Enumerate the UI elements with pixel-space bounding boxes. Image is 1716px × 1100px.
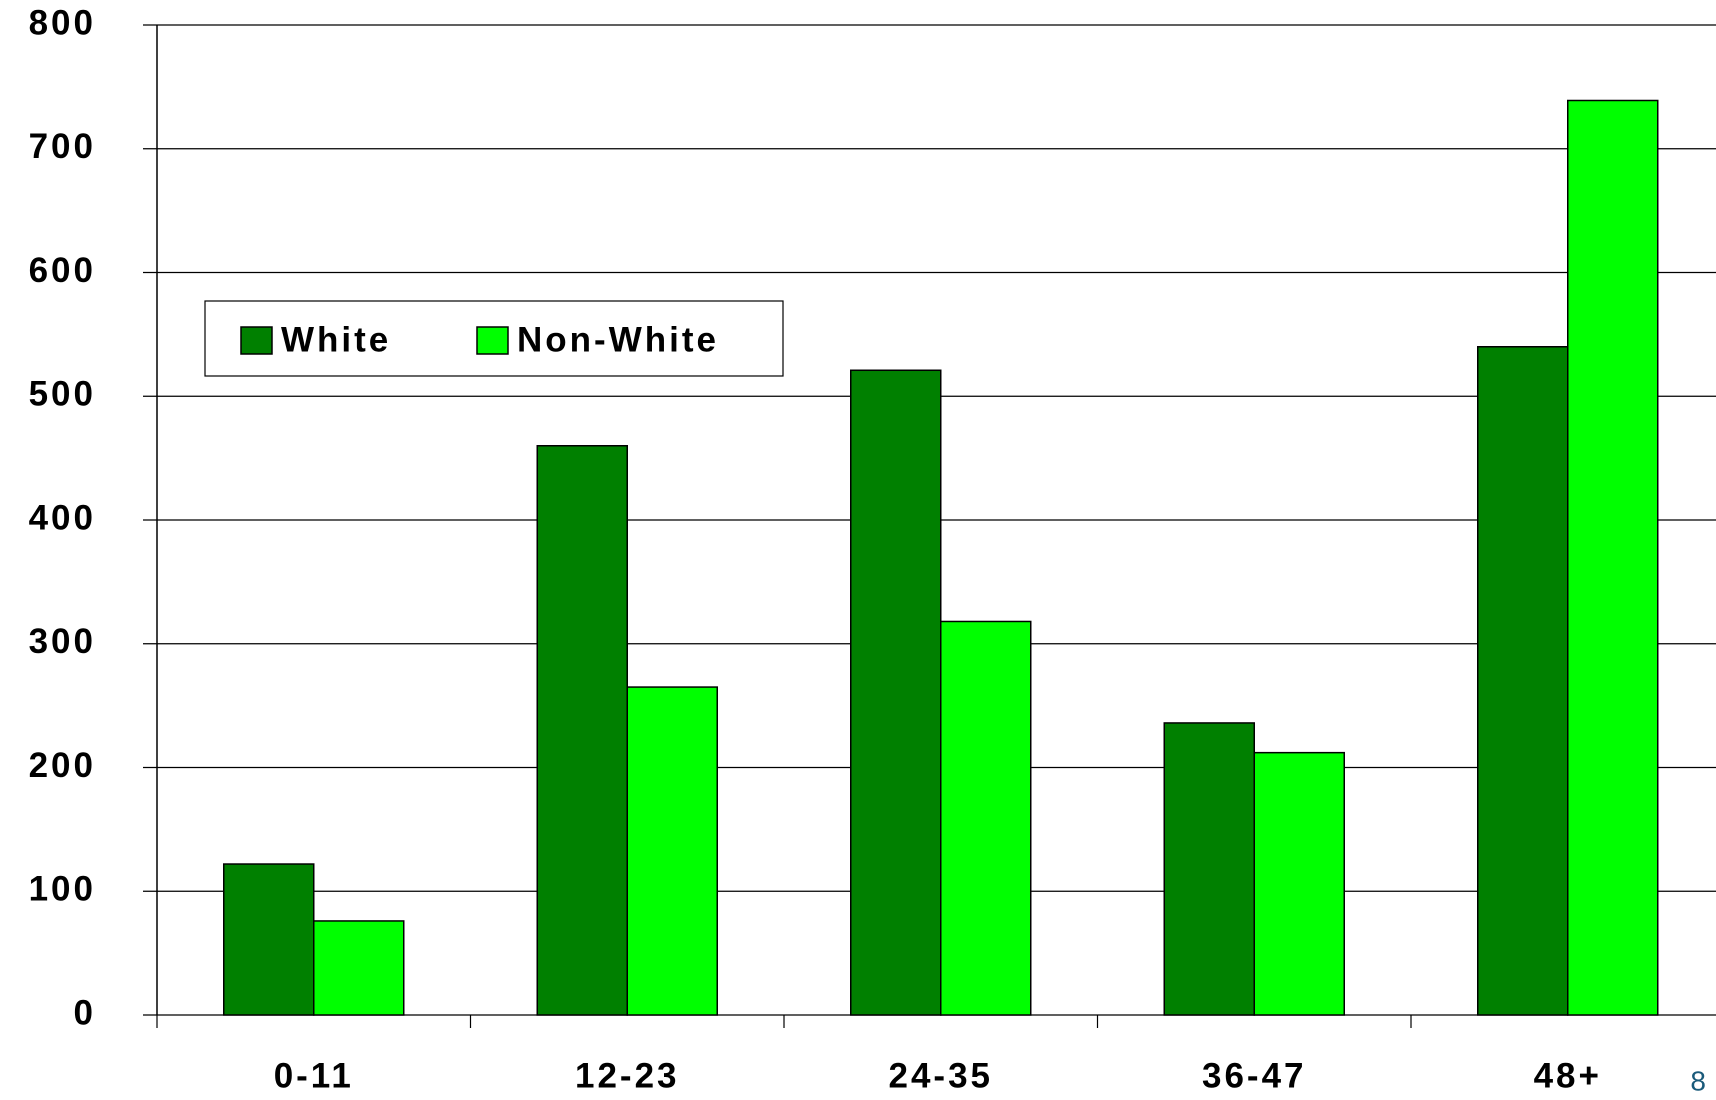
bar [536,445,628,1016]
bar [940,620,1032,1016]
bar [1253,751,1345,1016]
y-tick-label: 700 [29,127,96,166]
bar [1477,346,1569,1016]
y-tick-label: 800 [29,3,96,42]
page-number: 8 [1690,1065,1706,1096]
bar [313,920,405,1016]
y-tick-label: 600 [29,251,96,290]
bar [1567,99,1659,1016]
y-tick-label: 300 [29,622,96,661]
bar [223,863,315,1016]
bar [1163,722,1255,1016]
bar [626,686,718,1016]
legend-label: Non-White [517,320,719,359]
y-tick-label: 500 [29,375,96,414]
y-tick-label: 100 [29,870,96,909]
x-tick-label: 24-35 [888,1056,993,1095]
legend-swatch [240,326,273,355]
legend-label: White [281,320,391,359]
x-tick-label: 36-47 [1202,1056,1307,1095]
x-tick-label: 48+ [1534,1056,1602,1095]
y-tick-label: 0 [74,993,96,1032]
y-tick-label: 200 [29,746,96,785]
legend-swatch [476,326,509,355]
x-tick-label: 12-23 [575,1056,680,1095]
bar [850,369,942,1016]
x-tick-label: 0-11 [274,1056,354,1095]
y-tick-label: 400 [29,498,96,537]
